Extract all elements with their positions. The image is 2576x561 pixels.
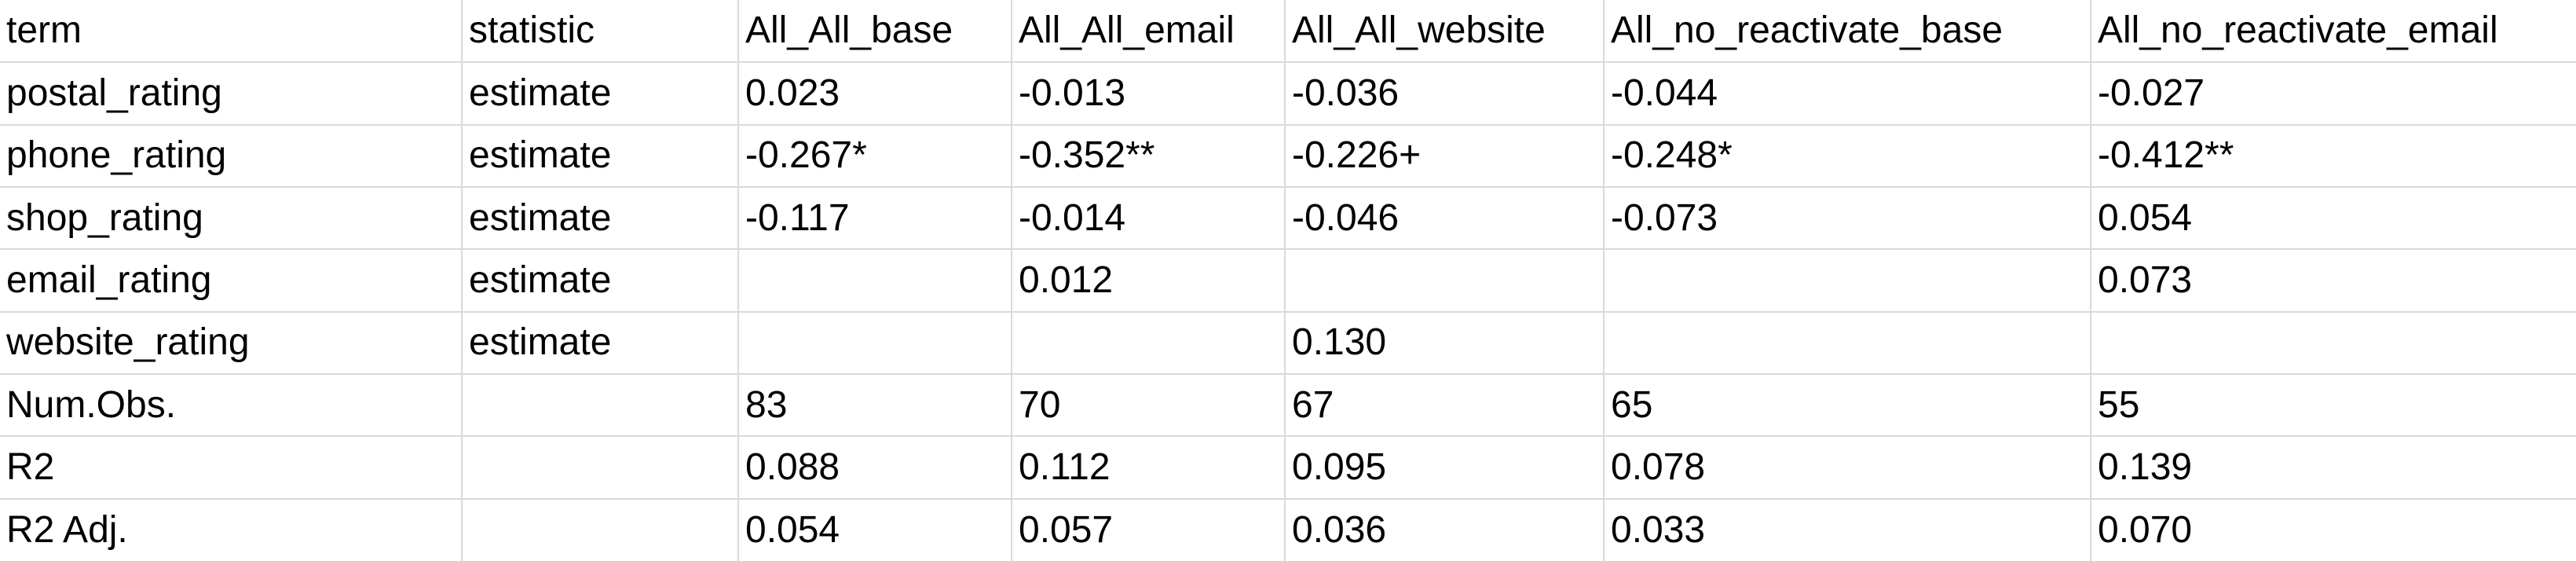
- header-cell[interactable]: All_All_website: [1285, 0, 1605, 64]
- table-cell[interactable]: email_rating: [0, 249, 463, 313]
- table-row: shop_rating estimate -0.117 -0.014 -0.04…: [0, 186, 2576, 251]
- header-cell[interactable]: All_All_email: [1012, 0, 1286, 64]
- table-cell[interactable]: 0.112: [1012, 436, 1286, 500]
- table-cell[interactable]: R2 Adj.: [0, 498, 463, 561]
- table-cell[interactable]: 0.054: [2091, 186, 2576, 251]
- header-row: term statistic All_All_base All_All_emai…: [0, 0, 2576, 64]
- table-cell[interactable]: 0.073: [2091, 249, 2576, 313]
- table-row: R2 0.088 0.112 0.095 0.078 0.139: [0, 436, 2576, 500]
- table-cell[interactable]: [1604, 249, 2091, 313]
- table-cell[interactable]: 0.070: [2098, 508, 2193, 551]
- table-cell[interactable]: [738, 249, 1012, 313]
- table-cell[interactable]: website_rating: [0, 311, 463, 375]
- table-cell[interactable]: 0.088: [738, 436, 1012, 500]
- table-cell[interactable]: -0.036: [1285, 62, 1605, 126]
- table-row: R2 Adj. 0.054 0.057 0.036 0.033 0.070: [0, 498, 2576, 561]
- table-cell[interactable]: postal_rating: [0, 62, 463, 126]
- table-cell[interactable]: 0.033: [1604, 498, 2091, 561]
- table-cell[interactable]: [1604, 311, 2091, 375]
- table-cell[interactable]: shop_rating: [0, 186, 463, 251]
- table-cell[interactable]: -0.117: [738, 186, 1012, 251]
- table-cell[interactable]: 0.130: [1285, 311, 1605, 375]
- table-cell[interactable]: 0.057: [1012, 498, 1286, 561]
- table-cell[interactable]: -0.352**: [1012, 124, 1286, 188]
- table-cell[interactable]: -0.014: [1012, 186, 1286, 251]
- table-row: phone_rating estimate -0.267* -0.352** -…: [0, 124, 2576, 188]
- table-cell[interactable]: [2091, 311, 2576, 375]
- table-row: Num.Obs. 83 70 67 65 55: [0, 373, 2576, 438]
- table-cell[interactable]: -0.412**: [2091, 124, 2576, 188]
- table-cell[interactable]: estimate: [462, 62, 739, 126]
- table-cell[interactable]: -0.027: [2091, 62, 2576, 126]
- table-cell[interactable]: 0.054: [738, 498, 1012, 561]
- table-cell[interactable]: 0.078: [1604, 436, 2091, 500]
- table-cell[interactable]: 0.036: [1285, 498, 1605, 561]
- table-cell[interactable]: 55: [2091, 373, 2576, 438]
- header-cell[interactable]: All_All_base: [738, 0, 1012, 64]
- header-cell[interactable]: All_no_reactivate_email: [2091, 0, 2576, 64]
- table-cell[interactable]: [738, 311, 1012, 375]
- table-cell[interactable]: estimate: [462, 124, 739, 188]
- table-cell[interactable]: Num.Obs.: [0, 373, 463, 438]
- table-cell[interactable]: 0.012: [1012, 249, 1286, 313]
- header-cell[interactable]: All_no_reactivate_base: [1604, 0, 2091, 64]
- table-cell[interactable]: -0.013: [1012, 62, 1286, 126]
- table-cell[interactable]: -0.046: [1285, 186, 1605, 251]
- table-row: postal_rating estimate 0.023 -0.013 -0.0…: [0, 62, 2576, 126]
- table-cell[interactable]: 0.139: [2091, 436, 2576, 500]
- table-cell[interactable]: 67: [1285, 373, 1605, 438]
- header-cell[interactable]: statistic: [462, 0, 739, 64]
- table-cell[interactable]: 0.095: [1285, 436, 1605, 500]
- table-cell[interactable]: 70: [1012, 373, 1286, 438]
- table-cell[interactable]: 0.023: [738, 62, 1012, 126]
- table-cell[interactable]: -0.248*: [1604, 124, 2091, 188]
- table-cell[interactable]: R2: [0, 436, 463, 500]
- table-cell[interactable]: 65: [1604, 373, 2091, 438]
- header-cell[interactable]: term: [0, 0, 463, 64]
- table-cell[interactable]: -0.044: [1604, 62, 2091, 126]
- table-cell[interactable]: phone_rating: [0, 124, 463, 188]
- table-cell[interactable]: [462, 373, 739, 438]
- table-row: email_rating estimate 0.012 0.073: [0, 249, 2576, 313]
- table-row: website_rating estimate 0.130: [0, 311, 2576, 375]
- table-cell[interactable]: -0.073: [1604, 186, 2091, 251]
- table-cell[interactable]: -0.267*: [738, 124, 1012, 188]
- table-cell[interactable]: estimate: [462, 249, 739, 313]
- table-cell[interactable]: [1012, 311, 1286, 375]
- table-cell[interactable]: estimate: [462, 186, 739, 251]
- table-cell[interactable]: [462, 498, 739, 561]
- table-cell[interactable]: [1285, 249, 1605, 313]
- table-cell[interactable]: estimate: [462, 311, 739, 375]
- table-cell[interactable]: [462, 436, 739, 500]
- table-cell[interactable]: -0.226+: [1285, 124, 1605, 188]
- table-cell[interactable]: 83: [738, 373, 1012, 438]
